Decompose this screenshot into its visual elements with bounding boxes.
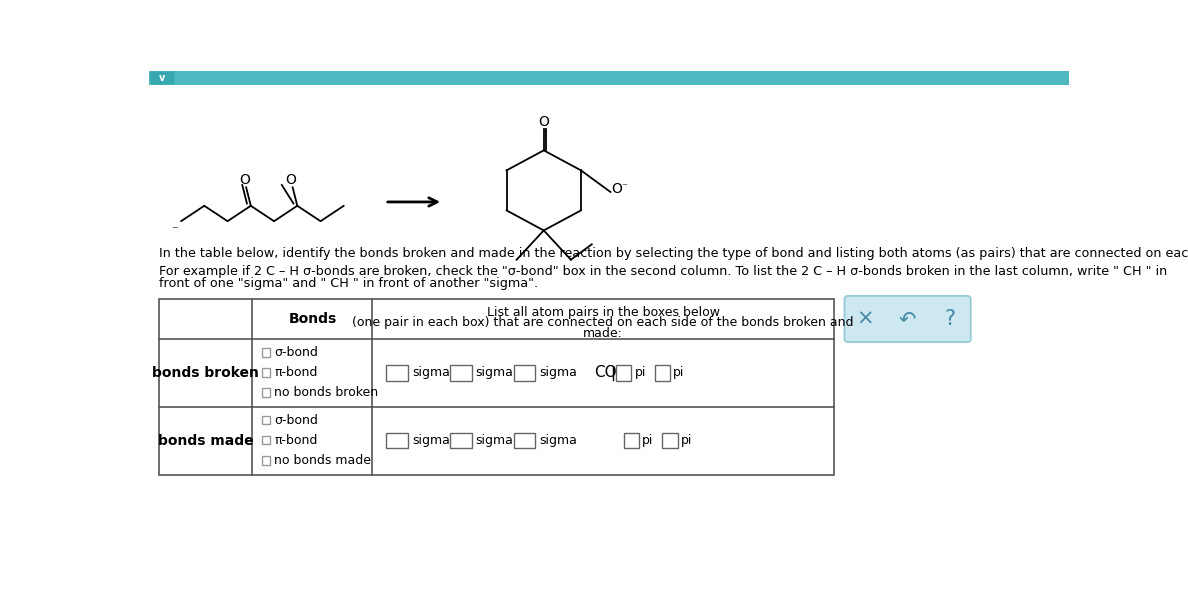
Bar	[148, 71, 1069, 85]
Text: front of one "sigma" and " CH " in front of another "sigma".: front of one "sigma" and " CH " in front…	[159, 278, 538, 291]
Text: no bonds broken: no bonds broken	[274, 386, 378, 399]
Bar	[450, 433, 472, 448]
Text: O: O	[611, 182, 623, 196]
Text: sigma: sigma	[539, 366, 577, 379]
Bar	[261, 368, 270, 377]
Bar	[655, 365, 670, 381]
FancyBboxPatch shape	[845, 296, 971, 342]
FancyBboxPatch shape	[151, 72, 175, 85]
Text: no bonds made: no bonds made	[274, 454, 371, 466]
Text: sigma: sigma	[475, 434, 513, 447]
Bar	[261, 348, 270, 357]
Text: σ-bond: σ-bond	[274, 414, 318, 427]
Text: ⁻: ⁻	[171, 224, 178, 237]
Text: bonds made: bonds made	[158, 433, 254, 448]
Bar	[615, 365, 631, 381]
Bar	[159, 299, 834, 475]
Text: List all atom pairs in the boxes below: List all atom pairs in the boxes below	[487, 306, 720, 319]
Bar	[261, 456, 270, 465]
Text: pi: pi	[643, 434, 653, 447]
Text: pi: pi	[681, 434, 693, 447]
Text: O: O	[538, 115, 549, 129]
Text: pi: pi	[634, 366, 646, 379]
Text: bonds broken: bonds broken	[152, 366, 259, 380]
Text: ⁻: ⁻	[621, 183, 627, 192]
Text: Bonds: Bonds	[289, 312, 336, 326]
Text: v: v	[159, 73, 165, 83]
Bar	[663, 433, 678, 448]
Bar	[261, 436, 270, 445]
Text: σ-bond: σ-bond	[274, 346, 318, 359]
Text: sigma: sigma	[412, 366, 450, 379]
Text: ↶: ↶	[898, 309, 916, 329]
Text: pi: pi	[674, 366, 684, 379]
Bar	[624, 433, 639, 448]
Text: O: O	[239, 173, 249, 186]
Text: In the table below, identify the bonds broken and made in the reaction by select: In the table below, identify the bonds b…	[159, 247, 1188, 260]
Text: made:: made:	[583, 327, 623, 340]
Bar	[450, 365, 472, 381]
Text: ?: ?	[944, 309, 955, 329]
Text: (one pair in each box) that are connected on each side of the bonds broken and: (one pair in each box) that are connecte…	[353, 316, 854, 329]
Text: O: O	[285, 173, 297, 186]
Text: sigma: sigma	[539, 434, 577, 447]
Text: π-bond: π-bond	[274, 434, 317, 447]
Text: ×: ×	[855, 309, 873, 329]
Bar	[513, 365, 536, 381]
Text: For example if 2 C – H σ-bonds are broken, check the "σ-bond" box in the second : For example if 2 C – H σ-bonds are broke…	[159, 265, 1168, 278]
Text: π-bond: π-bond	[274, 366, 317, 379]
Text: CO: CO	[594, 365, 617, 381]
Text: sigma: sigma	[412, 434, 450, 447]
Bar	[386, 365, 409, 381]
Bar	[513, 433, 536, 448]
Bar	[386, 433, 409, 448]
Bar	[261, 388, 270, 397]
Text: sigma: sigma	[475, 366, 513, 379]
Bar	[261, 416, 270, 424]
